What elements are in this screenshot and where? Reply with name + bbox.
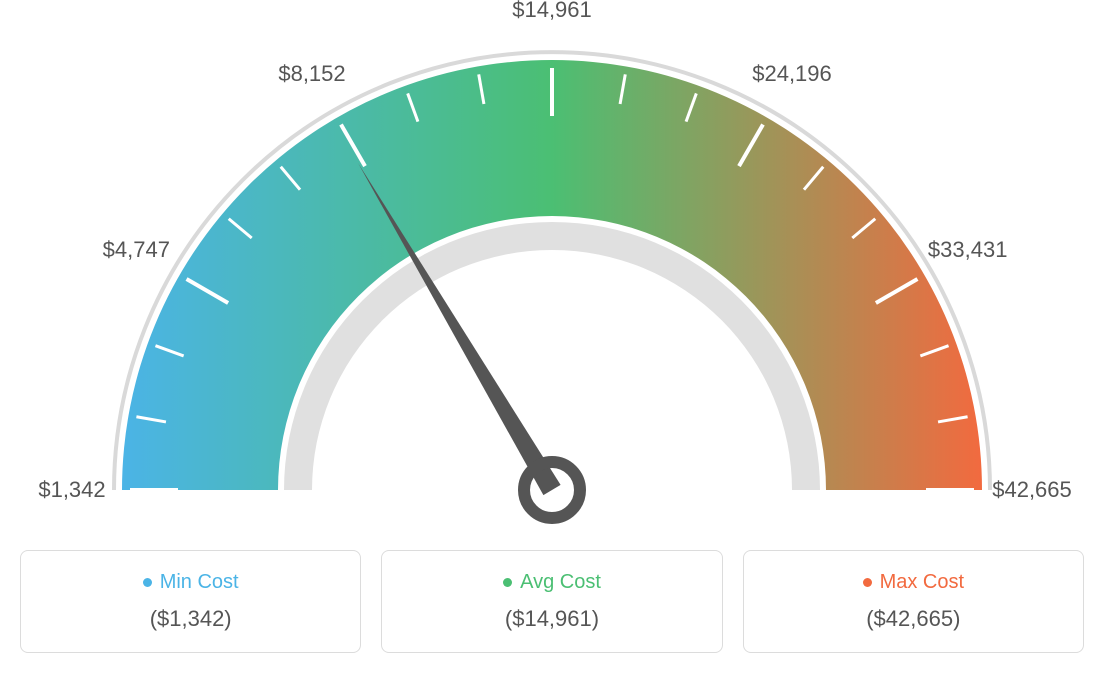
gauge-chart: $1,342$4,747$8,152$14,961$24,196$33,431$…	[20, 20, 1084, 540]
legend-title-min-text: Min Cost	[160, 571, 239, 593]
legend-card-max: Max Cost ($42,665)	[743, 550, 1084, 653]
gauge-tick-label: $8,152	[278, 61, 345, 87]
legend-dot-max	[863, 578, 872, 587]
gauge-color-band	[122, 60, 982, 490]
legend-dot-avg	[503, 578, 512, 587]
legend-dot-min	[143, 578, 152, 587]
gauge-tick-label: $42,665	[992, 477, 1072, 503]
legend-value-avg: ($14,961)	[392, 606, 711, 632]
legend-value-min: ($1,342)	[31, 606, 350, 632]
gauge-tick-label: $33,431	[928, 237, 1008, 263]
legend-title-max: Max Cost	[754, 571, 1073, 594]
gauge-svg	[20, 20, 1084, 540]
legend-value-max: ($42,665)	[754, 606, 1073, 632]
legend-title-max-text: Max Cost	[880, 571, 964, 593]
gauge-tick-label: $14,961	[512, 0, 592, 23]
legend-card-avg: Avg Cost ($14,961)	[381, 550, 722, 653]
legend-title-avg: Avg Cost	[392, 571, 711, 594]
legend-card-min: Min Cost ($1,342)	[20, 550, 361, 653]
legend-title-avg-text: Avg Cost	[520, 571, 601, 593]
gauge-tick-label: $24,196	[752, 61, 832, 87]
gauge-tick-label: $1,342	[38, 477, 105, 503]
legend-title-min: Min Cost	[31, 571, 350, 594]
gauge-tick-label: $4,747	[103, 237, 170, 263]
legend-row: Min Cost ($1,342) Avg Cost ($14,961) Max…	[20, 550, 1084, 653]
